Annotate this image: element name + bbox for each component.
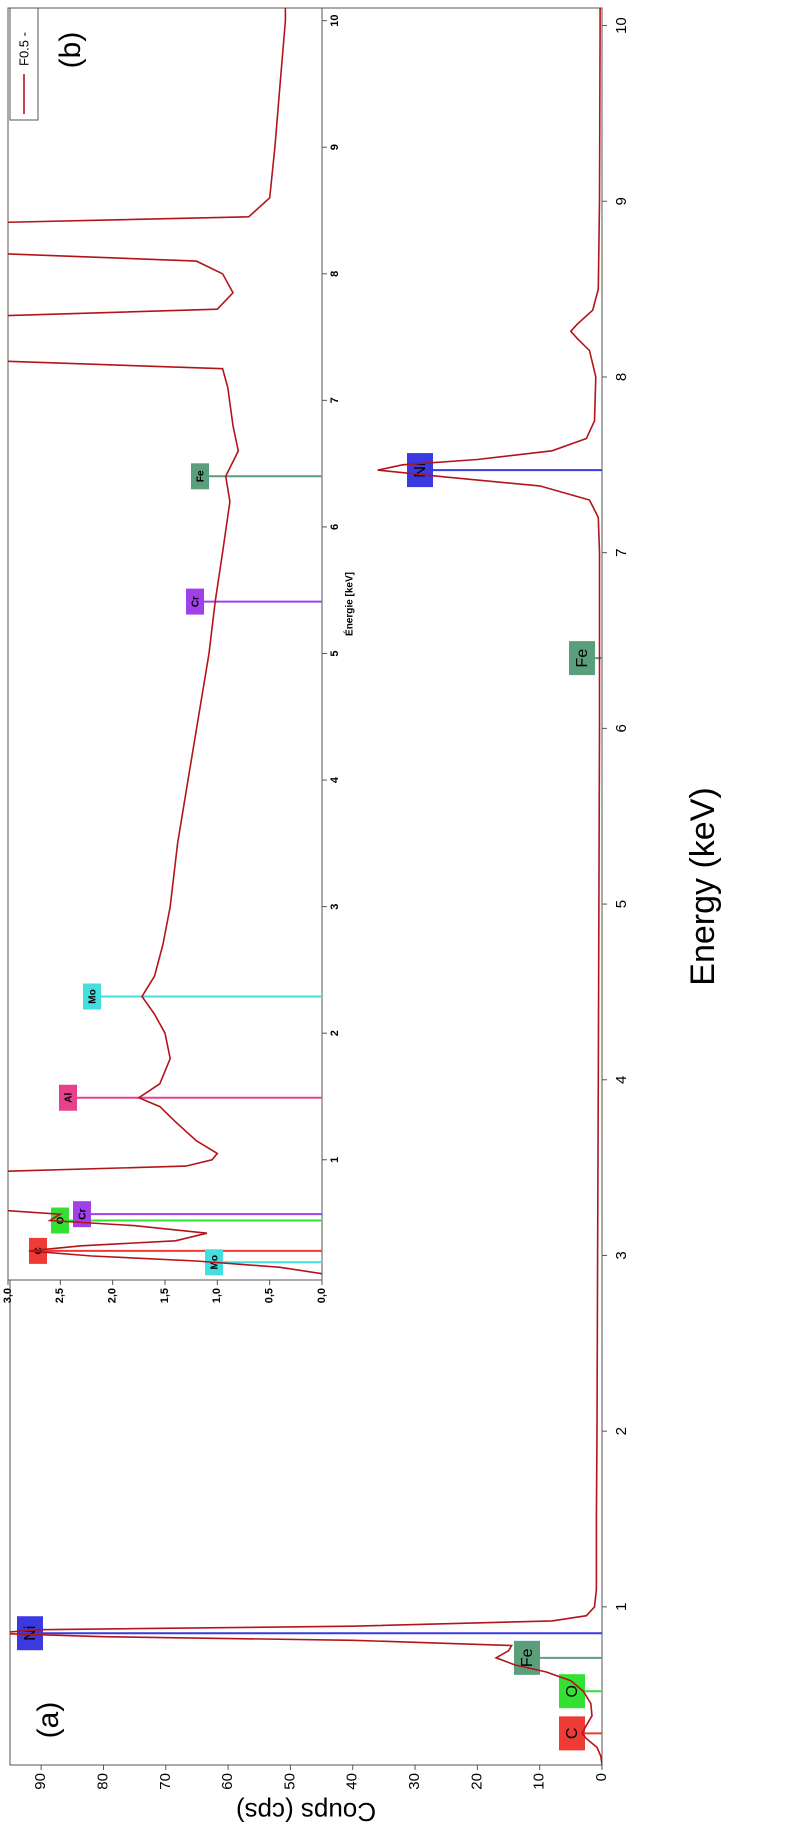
x-tick-label: 9 [613, 197, 630, 205]
y-tick-label: 10 [531, 1773, 548, 1790]
element-tag [407, 453, 433, 488]
x-tick-label: 4 [613, 1076, 630, 1084]
x-tick-label: 3 [613, 1251, 630, 1259]
element-label: Fe [574, 649, 591, 668]
element-tag [17, 1616, 43, 1651]
x-tick-label: 3 [329, 904, 341, 910]
element-tag [186, 588, 204, 615]
element-tag [191, 463, 209, 490]
x-tick-label: 1 [329, 1157, 341, 1163]
y-tick-label: 2,0 [107, 1288, 119, 1303]
y-tick-label: 2,5 [54, 1288, 66, 1303]
y-tick-label: 0 [593, 1773, 610, 1781]
element-tag [559, 1674, 585, 1709]
y-axis-title: Coups (cps) [236, 1797, 376, 1827]
x-tick-label: 7 [613, 548, 630, 556]
legend-box [9, 7, 39, 121]
element-label: C [34, 1247, 45, 1254]
x-tick-label: 8 [613, 373, 630, 381]
spectrum-line [10, 8, 602, 1765]
element-label: Cr [191, 596, 202, 607]
x-tick-label: 2 [329, 1030, 341, 1036]
y-tick-label: 50 [281, 1773, 298, 1790]
x-tick-label: 10 [329, 15, 341, 27]
element-tag [83, 983, 101, 1010]
x-axis-title: Energy (keV) [684, 787, 722, 985]
y-tick-label: 40 [344, 1773, 361, 1790]
element-label: Fe [519, 1648, 536, 1667]
element-tag [73, 1201, 91, 1228]
x-tick-label: 10 [613, 17, 630, 34]
element-label: Fe [196, 470, 207, 482]
x-tick-label: 7 [329, 397, 341, 403]
y-tick-label: 90 [32, 1773, 49, 1790]
legend-label: F0.5 - [16, 32, 31, 66]
x-tick-label: 6 [613, 724, 630, 732]
x-axis-title: Énergie [keV] [343, 572, 356, 636]
y-tick-label: 1,5 [159, 1288, 171, 1303]
spectrum-line [8, 8, 322, 1275]
x-tick-label: 5 [613, 900, 630, 908]
element-label: Cr [78, 1209, 89, 1220]
panel-label: (b) [54, 32, 87, 69]
y-tick-label: 30 [406, 1773, 423, 1790]
element-tag [559, 1716, 585, 1751]
y-tick-label: 80 [94, 1773, 111, 1790]
y-tick-label: 20 [468, 1773, 485, 1790]
y-tick-label: 0,0 [316, 1288, 328, 1303]
y-tick-label: 70 [157, 1773, 174, 1790]
element-tag [569, 641, 595, 676]
y-tick-label: 1,0 [211, 1288, 223, 1303]
element-label: Ni [22, 1626, 39, 1641]
plot-area [7, 7, 323, 1281]
x-tick-label: 6 [329, 524, 341, 530]
rotated-figure: 123456789100102030405060708090COFeNiFeNi… [2, 7, 722, 1827]
element-label: C [564, 1728, 581, 1740]
y-tick-label: 60 [219, 1773, 236, 1790]
x-tick-label: 8 [329, 271, 341, 277]
x-tick-label: 4 [329, 776, 341, 783]
element-label: Mo [88, 989, 99, 1003]
panel-label: (a) [32, 1702, 65, 1739]
x-tick-label: 2 [613, 1427, 630, 1435]
x-tick-label: 9 [329, 144, 341, 150]
element-label: O [564, 1685, 581, 1697]
element-label: Al [64, 1093, 75, 1103]
x-tick-label: 5 [329, 650, 341, 656]
x-tick-label: 1 [613, 1603, 630, 1611]
y-tick-label: 0,5 [264, 1288, 276, 1303]
element-tag [59, 1084, 77, 1111]
y-tick-label: 3,0 [2, 1288, 14, 1303]
